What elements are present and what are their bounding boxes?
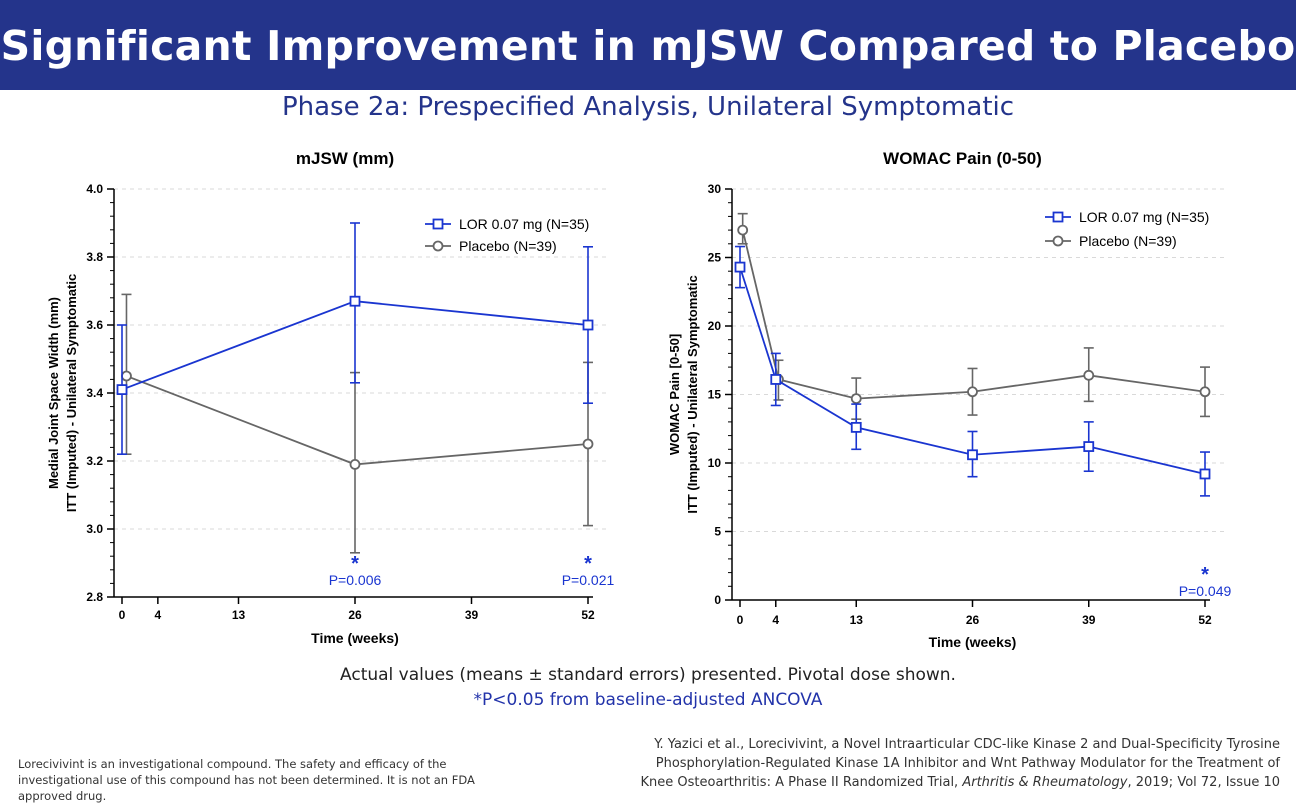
x-tick-label: 39 bbox=[465, 608, 479, 622]
y-tick-label: 4.0 bbox=[86, 182, 103, 196]
p-value-label: P=0.006 bbox=[329, 572, 382, 588]
data-point-placebo bbox=[967, 386, 978, 398]
significance-star: * bbox=[1201, 564, 1209, 586]
slide-subtitle: Phase 2a: Prespecified Analysis, Unilate… bbox=[281, 92, 1015, 122]
y-tick-label: 20 bbox=[708, 319, 722, 333]
x-axis-label: Time (weeks) bbox=[929, 634, 1017, 650]
y-tick-label: 3.0 bbox=[86, 522, 103, 536]
title-banner: Significant Improvement in mJSW Compared… bbox=[0, 0, 1296, 90]
x-tick-label: 52 bbox=[1198, 613, 1212, 627]
legend-label: LOR 0.07 mg (N=35) bbox=[1079, 209, 1209, 225]
series-line-placebo bbox=[741, 229, 1206, 400]
data-point-placebo bbox=[1199, 386, 1211, 398]
x-axis-label: Time (weeks) bbox=[311, 630, 399, 646]
legend-marker-lor bbox=[1052, 211, 1064, 223]
disclaimer-text: Lorecivivint is an investigational compo… bbox=[18, 757, 475, 803]
p-value-label: P=0.021 bbox=[562, 572, 615, 588]
legend-marker-lor bbox=[432, 218, 444, 230]
legend-label: Placebo (N=39) bbox=[459, 238, 557, 254]
y-tick-label: 3.8 bbox=[86, 250, 103, 264]
x-tick-label: 26 bbox=[348, 608, 362, 622]
y-tick-label: 15 bbox=[708, 388, 722, 402]
x-tick-label: 39 bbox=[1082, 613, 1096, 627]
footnote-significance: *P<0.05 from baseline-adjusted ANCOVA bbox=[473, 690, 823, 710]
citation-line-3-suffix: , 2019; Vol 72, Issue 10 bbox=[1127, 775, 1280, 790]
legend-label: LOR 0.07 mg (N=35) bbox=[459, 216, 589, 232]
p-value-label: P=0.049 bbox=[1179, 583, 1232, 599]
chart-title: WOMAC Pain (0-50) bbox=[883, 149, 1042, 168]
series-line-placebo bbox=[126, 375, 589, 466]
citation-line-2: Phosphorylation-Regulated Kinase 1A Inhi… bbox=[655, 756, 1280, 771]
x-tick-label: 4 bbox=[772, 613, 779, 627]
x-tick-label: 13 bbox=[232, 608, 246, 622]
chart-womac-pain: 0 5 10 15 20 25 30 0 4 13 26 39 52 WOMAC Pain (0-50) T… bbox=[667, 149, 1232, 650]
citation: Y. Yazici et al., Lorecivivint, a Novel … bbox=[640, 735, 1280, 792]
series-line-lor bbox=[739, 266, 1206, 475]
data-point-lor bbox=[967, 449, 978, 461]
data-point-placebo bbox=[582, 438, 594, 450]
significance-star: * bbox=[584, 553, 592, 575]
data-point-placebo bbox=[737, 224, 749, 236]
data-point-lor bbox=[1083, 441, 1095, 452]
y-tick-label: 5 bbox=[714, 525, 721, 539]
x-tick-label: 52 bbox=[581, 608, 595, 622]
data-point-lor bbox=[349, 295, 361, 307]
x-tick-label: 26 bbox=[966, 613, 980, 627]
citation-line-1: Y. Yazici et al., Lorecivivint, a Novel … bbox=[654, 737, 1280, 752]
y-tick-label: 3.4 bbox=[86, 386, 103, 400]
x-tick-label: 0 bbox=[119, 608, 126, 622]
y-axis-label-line-2: ITT (Imputed) - Unilateral Symptomatic bbox=[64, 274, 79, 512]
data-point-lor bbox=[734, 261, 746, 273]
y-axis-label-line-2: ITT (Imputed) - Unilateral Symptomatic bbox=[685, 275, 700, 513]
legend-marker-placebo bbox=[1052, 235, 1064, 247]
data-point-placebo bbox=[1083, 369, 1095, 381]
y-tick-label: 2.8 bbox=[86, 590, 103, 604]
data-point-lor bbox=[1199, 468, 1211, 480]
footnote-values: Actual values (means ± standard errors) … bbox=[340, 665, 956, 685]
data-point-placebo bbox=[121, 370, 132, 382]
citation-journal: Arthritis & Rheumatology bbox=[962, 775, 1128, 790]
legend-label: Placebo (N=39) bbox=[1079, 233, 1177, 249]
y-tick-label: 10 bbox=[708, 456, 722, 470]
citation-line-3: Knee Osteoarthritis: A Phase II Randomiz… bbox=[640, 773, 1280, 792]
data-point-placebo bbox=[850, 393, 862, 405]
slide-title: Significant Improvement in mJSW Compared… bbox=[0, 22, 1296, 70]
data-point-lor bbox=[770, 374, 782, 385]
y-axis-label-line-1: Medial Joint Space Width (mm) bbox=[46, 297, 61, 489]
y-axis-label-line-1: WOMAC Pain [0-50] bbox=[667, 334, 682, 455]
data-point-lor bbox=[850, 421, 862, 433]
data-point-placebo bbox=[349, 458, 361, 470]
legend-marker-placebo bbox=[432, 240, 444, 252]
data-point-lor bbox=[582, 319, 594, 331]
data-point-lor bbox=[116, 384, 128, 396]
significance-star: * bbox=[351, 553, 359, 575]
y-tick-label: 0 bbox=[714, 593, 721, 607]
citation-line-3-prefix: Knee Osteoarthritis: A Phase II Randomiz… bbox=[640, 775, 963, 790]
chart-title: mJSW (mm) bbox=[296, 149, 394, 168]
y-tick-label: 25 bbox=[708, 251, 722, 265]
x-tick-label: 13 bbox=[850, 613, 864, 627]
x-tick-label: 4 bbox=[155, 608, 162, 622]
y-tick-label: 3.6 bbox=[86, 318, 103, 332]
y-tick-label: 30 bbox=[708, 182, 722, 196]
chart-mjsw: 2.8 3.0 3.2 3.4 3.6 3.8 4.0 0 4 13 26 39 52 mJSW (mm)… bbox=[46, 149, 615, 646]
x-tick-label: 0 bbox=[737, 613, 744, 627]
y-tick-label: 3.2 bbox=[86, 454, 103, 468]
